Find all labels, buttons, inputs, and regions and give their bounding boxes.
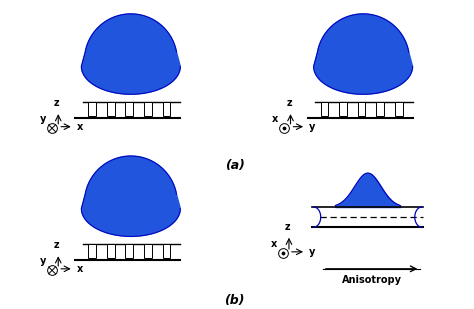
Text: y: y [40, 256, 46, 266]
Bar [126, 102, 133, 116]
Polygon shape [314, 14, 412, 94]
Text: x: x [77, 264, 83, 274]
Bar [376, 102, 384, 116]
Bar [144, 102, 152, 116]
Bar [395, 102, 402, 116]
Polygon shape [82, 156, 180, 236]
Bar [88, 244, 96, 258]
Text: z: z [286, 98, 292, 108]
Text: Anisotropy: Anisotropy [342, 275, 401, 285]
Bar [339, 102, 347, 116]
Bar [163, 102, 170, 116]
Bar [88, 102, 96, 116]
Text: z: z [54, 240, 60, 250]
Bar [107, 102, 115, 116]
Polygon shape [82, 14, 180, 94]
Text: y: y [40, 114, 46, 124]
Text: y: y [309, 247, 315, 257]
Bar [358, 102, 365, 116]
Text: z: z [284, 222, 290, 232]
Text: x: x [77, 122, 83, 132]
Bar [320, 102, 328, 116]
Text: x: x [272, 114, 278, 124]
Text: y: y [309, 122, 315, 132]
Text: x: x [270, 239, 277, 249]
Bar [107, 244, 115, 258]
Bar [126, 244, 133, 258]
Bar [144, 244, 152, 258]
Text: (a): (a) [225, 159, 245, 172]
Bar [163, 244, 170, 258]
Text: z: z [54, 98, 60, 108]
Text: (b): (b) [224, 294, 245, 307]
